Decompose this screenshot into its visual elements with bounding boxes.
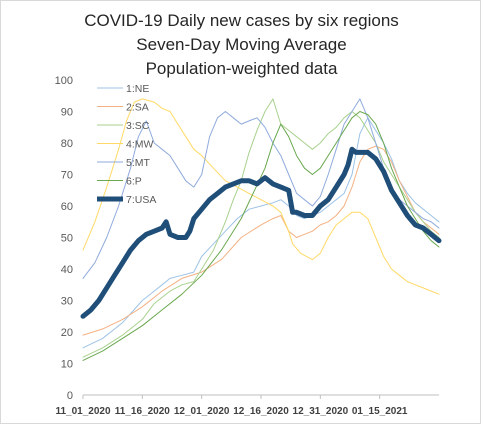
legend-label: 4:MW: [126, 139, 154, 151]
x-tick-label: 12_01_2020: [174, 406, 230, 417]
x-tick-label: 12_31_2020: [293, 406, 349, 417]
legend-label: 5:MT: [126, 157, 151, 169]
x-tick-label: 11_16_2020: [115, 406, 171, 417]
x-tick-label: 11_01_2020: [55, 406, 111, 417]
y-tick-label: 10: [61, 359, 73, 371]
y-tick-label: 60: [61, 201, 73, 213]
y-tick-label: 70: [61, 170, 73, 182]
y-tick-label: 80: [61, 138, 73, 150]
y-tick-label: 0: [67, 390, 73, 402]
y-tick-label: 20: [61, 327, 73, 339]
legend-label: 2:SA: [126, 102, 149, 114]
chart-title-line-3: Population-weighted data: [145, 59, 338, 78]
series-line-3-sc: [82, 98, 440, 358]
x-tick-label: 01_15_2021: [352, 406, 408, 417]
legend: 1:NE 2:SA 3:SC 4:MW 5:MT 6:P 7:USA: [97, 83, 156, 206]
legend-label: 3:SC: [126, 120, 150, 132]
chart-title-line-2: Seven-Day Moving Average: [136, 35, 347, 54]
series-layer: [80, 98, 442, 361]
y-tick-label: 40: [61, 264, 73, 276]
series-line-2-sa: [82, 145, 440, 336]
x-tick-label: 12_16_2020: [233, 406, 289, 417]
y-tick-label: 90: [61, 107, 73, 119]
legend-label: 6:P: [126, 176, 142, 188]
series-line-7-usa: [80, 146, 442, 319]
series-line-5-mt: [82, 98, 440, 279]
legend-label: 7:USA: [126, 194, 156, 206]
axes: 0 10 20 30 40 50 60 70 80 90 100 11_01_2020 11_16_20…: [55, 75, 439, 417]
series-line-6-p: [82, 111, 440, 361]
legend-label: 1:NE: [126, 83, 149, 95]
y-tick-label: 50: [61, 233, 73, 245]
chart-title-line-1: COVID-19 Daily new cases by six regions: [84, 11, 399, 30]
y-tick-label: 100: [55, 75, 73, 87]
y-tick-label: 30: [61, 296, 73, 308]
series-line-1-ne: [82, 117, 440, 349]
series-line-4-mw: [82, 98, 440, 295]
